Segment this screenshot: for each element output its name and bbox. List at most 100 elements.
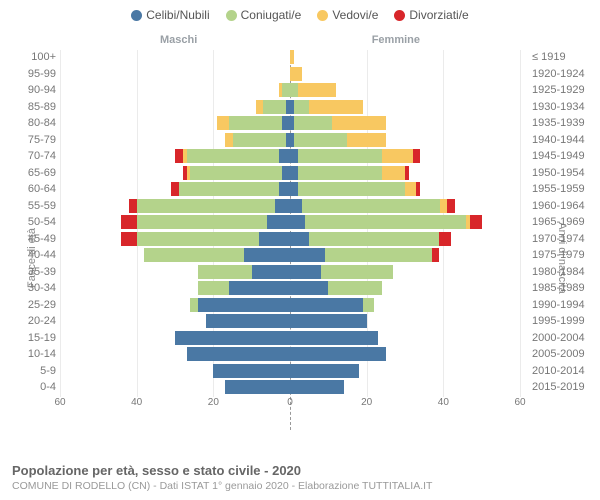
pyramid-row (60, 83, 520, 99)
male-bar (60, 331, 290, 345)
age-label: 20-24 (0, 314, 56, 330)
male-bar (60, 232, 290, 246)
pyramid-row (60, 232, 520, 248)
male-bar (60, 83, 290, 97)
age-label: 95-99 (0, 67, 56, 83)
pyramid-row (60, 100, 520, 116)
pyramid-row (60, 265, 520, 281)
pyramid-row (60, 380, 520, 396)
bar-segment (413, 149, 421, 163)
chart-footer: Popolazione per età, sesso e stato civil… (12, 463, 588, 492)
birth-year-label: 1955-1959 (532, 182, 600, 198)
bar-segment (229, 281, 290, 295)
chart-subtitle: COMUNE DI RODELLO (CN) - Dati ISTAT 1° g… (12, 480, 588, 492)
bar-segment (298, 166, 382, 180)
legend-item: Vedovi/e (317, 8, 378, 22)
birth-year-label: 1925-1929 (532, 83, 600, 99)
bar-segment (382, 166, 405, 180)
age-label: 25-29 (0, 298, 56, 314)
bar-segment (290, 347, 386, 361)
female-bar (290, 281, 520, 295)
bar-segment (405, 182, 417, 196)
pyramid-row (60, 50, 520, 66)
bar-segment (290, 380, 344, 394)
bar-segment (290, 331, 378, 345)
gridline (520, 50, 521, 397)
pyramid-row (60, 67, 520, 83)
male-bar (60, 166, 290, 180)
x-tick-label: 40 (131, 397, 142, 408)
birth-year-label: 2010-2014 (532, 364, 600, 380)
x-axis: 6040200204060 (60, 397, 520, 415)
male-bar (60, 265, 290, 279)
birth-year-label: 1960-1964 (532, 199, 600, 215)
age-label: 60-64 (0, 182, 56, 198)
bar-segment (244, 248, 290, 262)
bar-segment (290, 314, 367, 328)
pyramid-row (60, 248, 520, 264)
female-bar (290, 116, 520, 130)
birth-year-label: 1935-1939 (532, 116, 600, 132)
bar-segment (290, 298, 363, 312)
bar-segment (290, 232, 309, 246)
birth-year-label: 1920-1924 (532, 67, 600, 83)
legend: Celibi/Nubili Coniugati/e Vedovi/e Divorzia… (0, 0, 600, 22)
legend-item: Coniugati/e (226, 8, 302, 22)
female-bar (290, 83, 520, 97)
bar-segment (298, 182, 405, 196)
bar-segment (282, 116, 290, 130)
bar-segment (363, 298, 375, 312)
bar-segment (187, 149, 279, 163)
bar-segment (229, 116, 283, 130)
bar-segment (290, 149, 298, 163)
bar-segment (298, 149, 382, 163)
bar-segment (137, 199, 275, 213)
pyramid-row (60, 133, 520, 149)
female-bar (290, 380, 520, 394)
male-header: Maschi (160, 34, 197, 46)
bar-segment (447, 199, 455, 213)
bar-segment (439, 232, 451, 246)
bar-segment (290, 265, 321, 279)
male-bar (60, 380, 290, 394)
male-bar (60, 133, 290, 147)
male-bar (60, 347, 290, 361)
birth-year-label: 1940-1944 (532, 133, 600, 149)
bar-segment (275, 199, 290, 213)
legend-item: Celibi/Nubili (131, 8, 209, 22)
bar-segment (302, 199, 440, 213)
bar-segment (217, 116, 229, 130)
x-tick-label: 0 (287, 397, 293, 408)
birth-year-label: 1985-1989 (532, 281, 600, 297)
age-label: 70-74 (0, 149, 56, 165)
male-bar (60, 67, 290, 81)
birth-year-label: 1965-1969 (532, 215, 600, 231)
bar-segment (206, 314, 290, 328)
bar-segment (294, 100, 309, 114)
female-header: Femmine (372, 34, 420, 46)
bar-segment (190, 298, 198, 312)
legend-label: Divorziati/e (409, 8, 468, 22)
bar-segment (298, 83, 336, 97)
bar-segment (121, 215, 136, 229)
male-bar (60, 298, 290, 312)
female-bar (290, 166, 520, 180)
legend-label: Celibi/Nubili (146, 8, 209, 22)
bar-segment (416, 182, 420, 196)
bar-segment (144, 248, 244, 262)
birth-year-label: ≤ 1919 (532, 50, 600, 66)
bar-segment (129, 199, 137, 213)
male-bar (60, 364, 290, 378)
bar-segment (198, 265, 252, 279)
age-label: 45-49 (0, 232, 56, 248)
bar-segment (347, 133, 385, 147)
bar-segment (290, 199, 302, 213)
birth-year-label: 1930-1934 (532, 100, 600, 116)
bar-segment (290, 50, 294, 64)
female-bar (290, 149, 520, 163)
bar-segment (267, 215, 290, 229)
pyramid-row (60, 331, 520, 347)
male-bar (60, 182, 290, 196)
birth-year-label: 2005-2009 (532, 347, 600, 363)
age-label: 50-54 (0, 215, 56, 231)
